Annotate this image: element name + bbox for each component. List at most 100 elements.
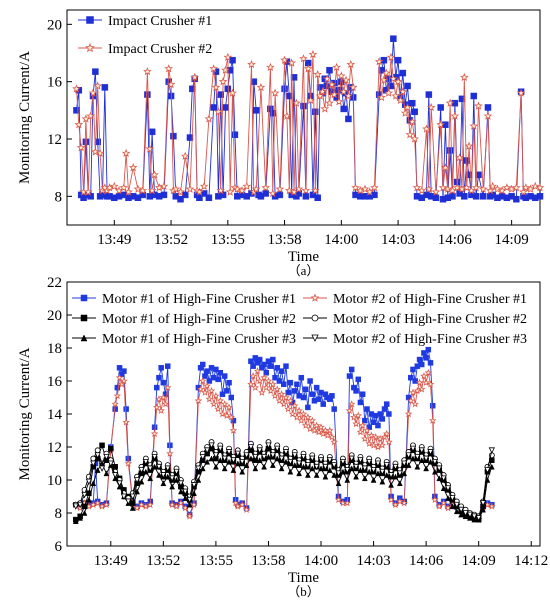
data-point xyxy=(142,468,149,475)
data-point xyxy=(133,477,141,484)
data-point xyxy=(415,378,424,386)
data-point xyxy=(210,104,217,111)
data-point xyxy=(462,510,469,517)
data-point xyxy=(261,463,267,470)
data-point xyxy=(94,447,101,454)
data-point xyxy=(199,465,206,472)
data-point xyxy=(300,394,307,401)
data-point xyxy=(256,447,263,454)
data-point xyxy=(199,453,206,461)
data-point xyxy=(536,193,544,200)
data-point xyxy=(128,163,138,172)
data-point xyxy=(157,406,165,414)
data-point xyxy=(413,386,422,395)
legend: Impact Crusher #1 Impact Crusher #2 xyxy=(78,14,212,57)
y-tick-label: 10 xyxy=(47,473,62,489)
data-point xyxy=(370,467,377,474)
data-point xyxy=(512,183,521,192)
data-point xyxy=(394,56,402,64)
data-point xyxy=(154,384,160,391)
data-point xyxy=(94,452,101,459)
data-point xyxy=(226,379,232,386)
data-point xyxy=(288,410,297,418)
data-point xyxy=(195,187,204,196)
data-point xyxy=(331,406,337,412)
legend-label: Impact Crusher #2 xyxy=(108,42,212,57)
data-point xyxy=(276,378,283,384)
data-point xyxy=(416,356,423,363)
data-point xyxy=(200,361,206,368)
data-point xyxy=(348,465,355,472)
data-point xyxy=(160,472,167,479)
data-point xyxy=(405,130,415,139)
data-point xyxy=(159,181,169,190)
data-point xyxy=(483,111,493,120)
data-point xyxy=(94,467,101,473)
data-point xyxy=(326,66,333,74)
data-point xyxy=(418,447,425,454)
data-point xyxy=(376,434,384,442)
data-point xyxy=(359,391,366,397)
data-point xyxy=(377,411,383,417)
data-point xyxy=(410,366,416,373)
data-point xyxy=(440,475,447,482)
data-point xyxy=(478,184,488,193)
data-point xyxy=(143,67,152,76)
data-point xyxy=(370,419,377,425)
data-point xyxy=(191,490,197,496)
data-point xyxy=(154,183,164,192)
data-point xyxy=(400,108,410,117)
data-point xyxy=(300,453,307,461)
data-point xyxy=(216,186,226,195)
data-point xyxy=(502,183,512,192)
data-point xyxy=(194,396,203,405)
x-tick-label: 14:00 xyxy=(304,553,338,569)
data-point xyxy=(379,478,386,485)
data-point xyxy=(93,81,103,90)
data-point xyxy=(199,181,209,190)
data-point xyxy=(347,400,356,408)
data-point xyxy=(217,91,224,98)
x-axis-label: Time xyxy=(288,570,319,586)
data-point xyxy=(264,377,273,385)
data-point xyxy=(310,186,320,195)
data-point xyxy=(182,488,189,495)
data-point xyxy=(234,450,241,457)
data-point xyxy=(474,101,483,110)
data-point xyxy=(423,355,429,361)
data-point xyxy=(169,483,176,490)
data-point xyxy=(513,195,520,203)
data-point xyxy=(330,438,338,446)
data-point xyxy=(160,379,167,386)
data-point xyxy=(401,470,408,477)
x-tick-label: 13:52 xyxy=(146,553,180,569)
data-point xyxy=(91,147,100,156)
data-point xyxy=(425,91,433,98)
data-point xyxy=(307,378,313,384)
data-point xyxy=(453,508,460,515)
data-point xyxy=(353,388,359,394)
data-point xyxy=(283,458,289,465)
data-point xyxy=(105,183,114,192)
data-point xyxy=(225,187,235,196)
data-point xyxy=(121,148,131,158)
data-point xyxy=(286,396,295,405)
data-point xyxy=(292,98,301,107)
data-point xyxy=(247,444,255,451)
data-point xyxy=(156,374,162,381)
data-point xyxy=(449,495,456,502)
data-point xyxy=(412,183,422,192)
y-tick-label: 16 xyxy=(47,374,63,390)
data-point xyxy=(198,377,207,385)
data-point xyxy=(133,504,141,512)
data-point xyxy=(287,58,296,67)
data-point xyxy=(172,502,181,510)
data-point xyxy=(261,183,270,192)
data-point xyxy=(225,449,233,456)
data-point xyxy=(150,170,159,179)
data-point xyxy=(448,186,457,195)
data-point xyxy=(159,393,168,401)
data-point xyxy=(204,368,210,374)
data-point xyxy=(171,184,181,193)
data-point xyxy=(290,401,299,409)
